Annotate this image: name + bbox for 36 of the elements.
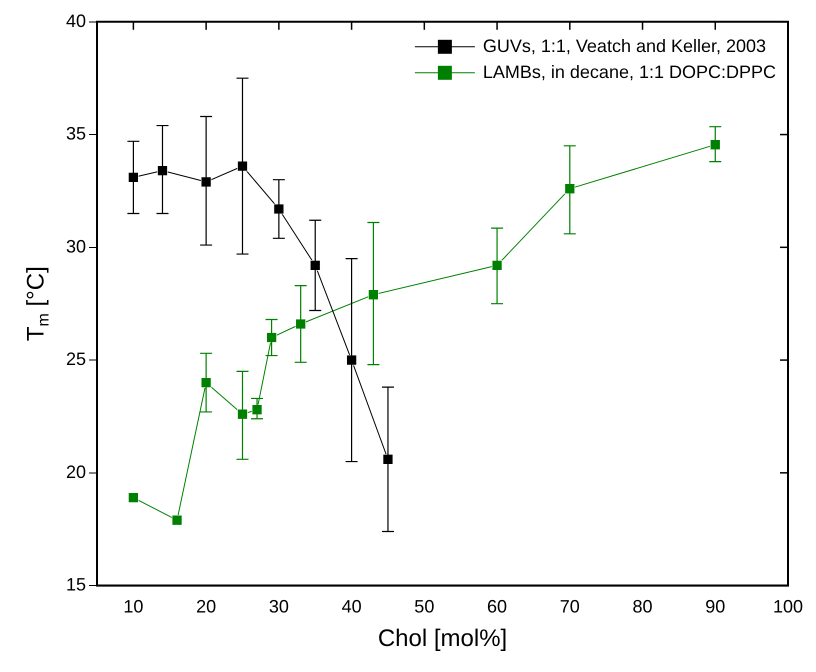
x-tick-label: 20 xyxy=(196,596,216,616)
point xyxy=(274,204,284,214)
point xyxy=(492,260,502,271)
x-tick-label: 40 xyxy=(342,596,362,616)
point xyxy=(266,332,277,343)
y-tick-label: 40 xyxy=(66,10,86,31)
point xyxy=(128,172,139,183)
x-tick-label: 30 xyxy=(268,596,289,616)
x-tick-label: 100 xyxy=(772,596,804,616)
point xyxy=(200,377,212,388)
y-tick-label: 30 xyxy=(66,236,86,256)
x-tick-label: 70 xyxy=(560,596,580,616)
point xyxy=(382,454,394,465)
legend-label: GUVs, 1:1, Veatch and Keller, 2003 xyxy=(482,36,766,56)
legend-label: LAMBs, in decane, 1:1 DOPC:DPPC xyxy=(482,62,776,82)
x-tick-label: 10 xyxy=(123,596,144,616)
point xyxy=(172,514,182,526)
x-tick-label: 80 xyxy=(632,596,653,616)
point xyxy=(368,289,379,300)
point xyxy=(237,408,248,420)
x-tick-label: 60 xyxy=(487,596,508,616)
x-tick-label: 50 xyxy=(414,596,434,616)
point xyxy=(237,160,248,172)
point xyxy=(252,404,262,415)
point xyxy=(128,492,139,503)
point xyxy=(346,354,357,366)
y-axis-title: Tm [°C] xyxy=(22,266,52,342)
y-tick-label: 20 xyxy=(66,462,86,482)
x-tick-label: 90 xyxy=(705,596,726,616)
point xyxy=(157,165,168,176)
point xyxy=(200,176,212,188)
y-tick-label: 25 xyxy=(66,349,86,370)
y-tick-label: 35 xyxy=(66,124,86,144)
x-axis-title: Chol [mol%] xyxy=(378,625,508,652)
y-tick-label: 15 xyxy=(66,574,86,595)
point xyxy=(295,318,306,330)
